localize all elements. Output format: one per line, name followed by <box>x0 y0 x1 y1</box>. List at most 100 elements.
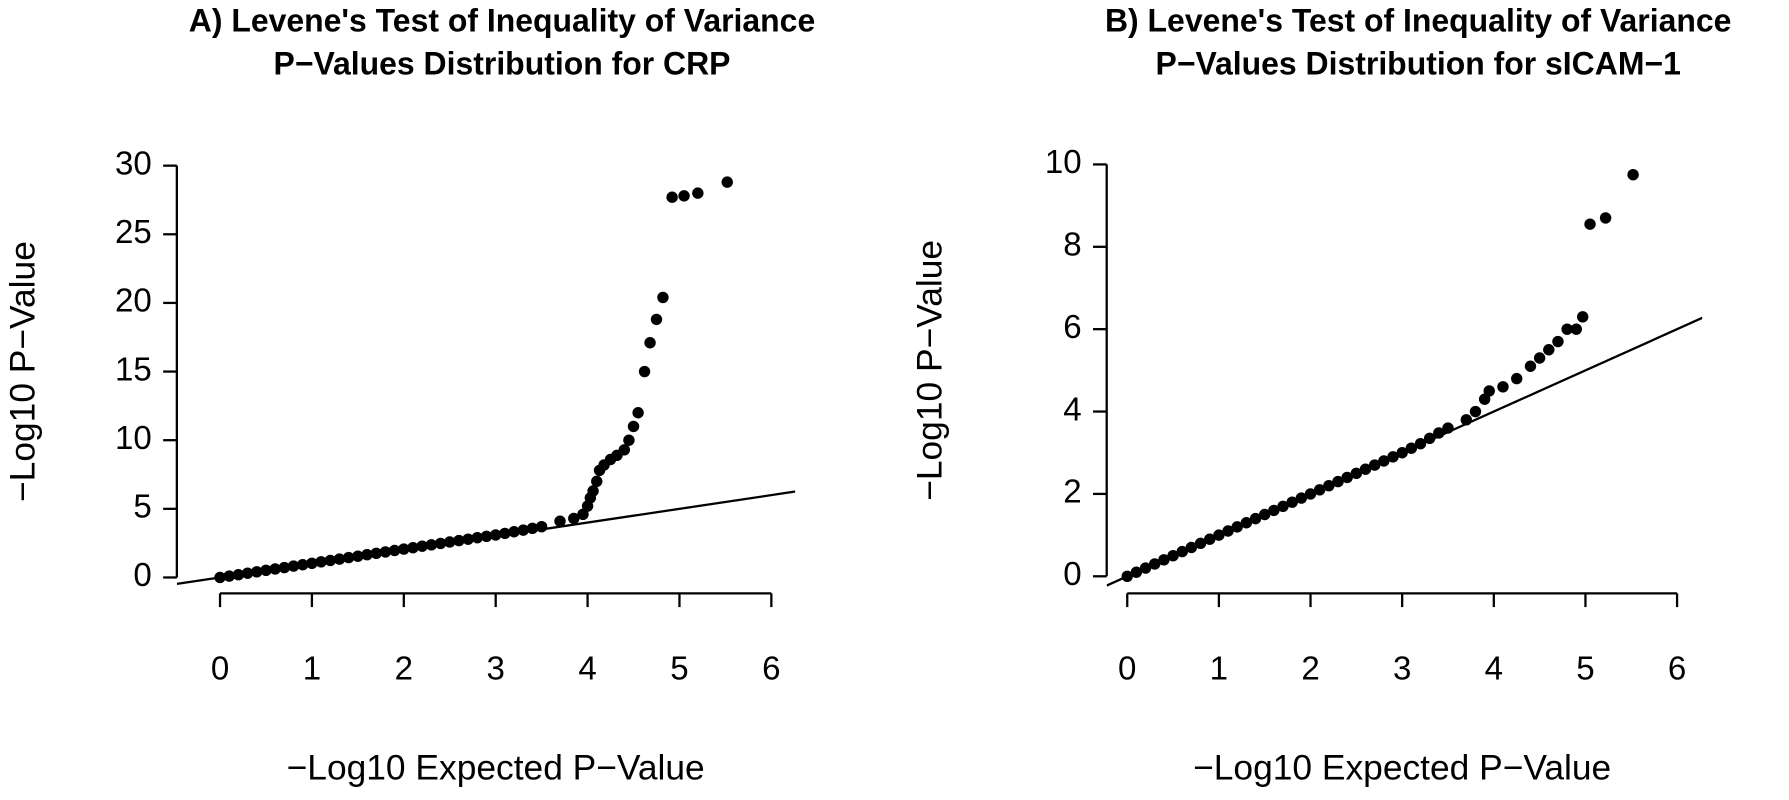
chart-title: P−Values Distribution for CRP <box>274 46 731 82</box>
x-tick-label: 0 <box>1118 651 1136 688</box>
data-point <box>1524 360 1537 372</box>
x-tick-label: 5 <box>670 651 688 688</box>
x-tick-label: 4 <box>578 651 596 688</box>
data-point <box>287 560 300 572</box>
data-point <box>1323 479 1335 492</box>
y-tick-label: 10 <box>1045 144 1082 181</box>
data-point <box>1222 525 1234 537</box>
panel: B) Levene's Test of Inequality of Varian… <box>910 2 1731 787</box>
data-point <box>1423 432 1436 445</box>
data-point <box>269 563 281 575</box>
data-point <box>388 544 401 557</box>
data-point <box>324 554 337 567</box>
data-point <box>1387 451 1399 463</box>
data-point <box>666 191 678 203</box>
data-point <box>1460 414 1473 426</box>
chart-title: P−Values Distribution for sICAM−1 <box>1156 46 1681 82</box>
data-point <box>1249 512 1262 525</box>
data-point <box>1599 212 1612 224</box>
data-point <box>517 524 529 536</box>
x-tick-label: 0 <box>211 651 229 688</box>
data-point <box>1442 422 1454 434</box>
data-point <box>1194 537 1207 550</box>
data-point <box>306 557 318 570</box>
data-point <box>632 407 644 419</box>
data-point <box>1304 488 1317 500</box>
data-point <box>241 567 254 579</box>
data-point <box>379 546 392 558</box>
data-point <box>1576 311 1589 323</box>
x-tick-label: 5 <box>1576 651 1594 688</box>
x-tick-label: 2 <box>395 651 413 688</box>
y-tick-label: 6 <box>1063 309 1081 346</box>
data-point <box>471 531 484 544</box>
data-point <box>554 515 566 527</box>
data-point <box>444 536 456 548</box>
data-point <box>650 313 663 326</box>
y-tick-label: 25 <box>115 214 152 251</box>
data-point <box>1368 459 1381 471</box>
data-point <box>618 444 631 456</box>
y-tick-label: 0 <box>1063 556 1081 593</box>
data-point <box>370 547 382 560</box>
data-point <box>1149 558 1161 570</box>
data-point <box>333 553 346 565</box>
data-point <box>499 527 511 540</box>
data-point <box>568 512 580 525</box>
chart-title: A) Levene's Test of Inequality of Varian… <box>189 2 815 38</box>
data-point <box>1469 405 1482 418</box>
data-point <box>591 475 603 488</box>
y-tick-label: 4 <box>1063 391 1081 428</box>
data-point <box>1627 169 1639 181</box>
data-point <box>1258 508 1271 521</box>
data-point <box>1396 447 1408 459</box>
x-axis-label: −Log10 Expected P−Value <box>1193 749 1611 788</box>
data-point <box>627 420 640 433</box>
x-tick-label: 3 <box>1393 651 1411 688</box>
data-point <box>232 569 245 581</box>
y-axis-label: −Log10 P−Value <box>3 241 42 502</box>
data-point <box>1158 554 1170 566</box>
data-point <box>1350 467 1363 480</box>
data-point <box>1378 455 1390 467</box>
data-point <box>1231 521 1243 533</box>
data-point <box>214 571 226 584</box>
data-point <box>1167 549 1179 562</box>
data-point <box>721 176 733 188</box>
data-point <box>278 561 291 574</box>
data-point <box>462 533 474 545</box>
data-point <box>315 556 327 568</box>
data-point <box>489 529 502 541</box>
x-tick-label: 6 <box>1668 651 1686 688</box>
x-tick-label: 6 <box>762 651 780 688</box>
data-point <box>1414 437 1427 450</box>
x-tick-label: 1 <box>303 651 321 688</box>
y-tick-label: 10 <box>115 420 152 457</box>
data-point <box>1204 533 1216 545</box>
data-point <box>1130 566 1143 578</box>
data-point <box>407 541 419 554</box>
y-tick-label: 30 <box>115 145 152 182</box>
data-point <box>657 291 669 304</box>
data-point <box>1313 484 1326 496</box>
data-point <box>1533 352 1546 364</box>
data-point <box>535 520 548 533</box>
data-point <box>1511 372 1523 385</box>
data-point <box>1277 500 1289 512</box>
data-point <box>260 564 272 577</box>
data-point <box>480 530 493 542</box>
data-point <box>1268 504 1280 517</box>
y-tick-label: 0 <box>133 557 151 594</box>
y-tick-label: 2 <box>1063 474 1081 511</box>
data-point <box>623 434 635 446</box>
data-point <box>1341 471 1353 484</box>
data-point <box>644 337 656 349</box>
data-point <box>352 550 364 562</box>
data-point <box>1121 570 1133 583</box>
y-tick-label: 20 <box>115 283 152 320</box>
data-point <box>251 566 263 578</box>
y-tick-label: 8 <box>1063 227 1081 264</box>
data-point <box>1286 496 1298 508</box>
data-point <box>678 190 690 202</box>
